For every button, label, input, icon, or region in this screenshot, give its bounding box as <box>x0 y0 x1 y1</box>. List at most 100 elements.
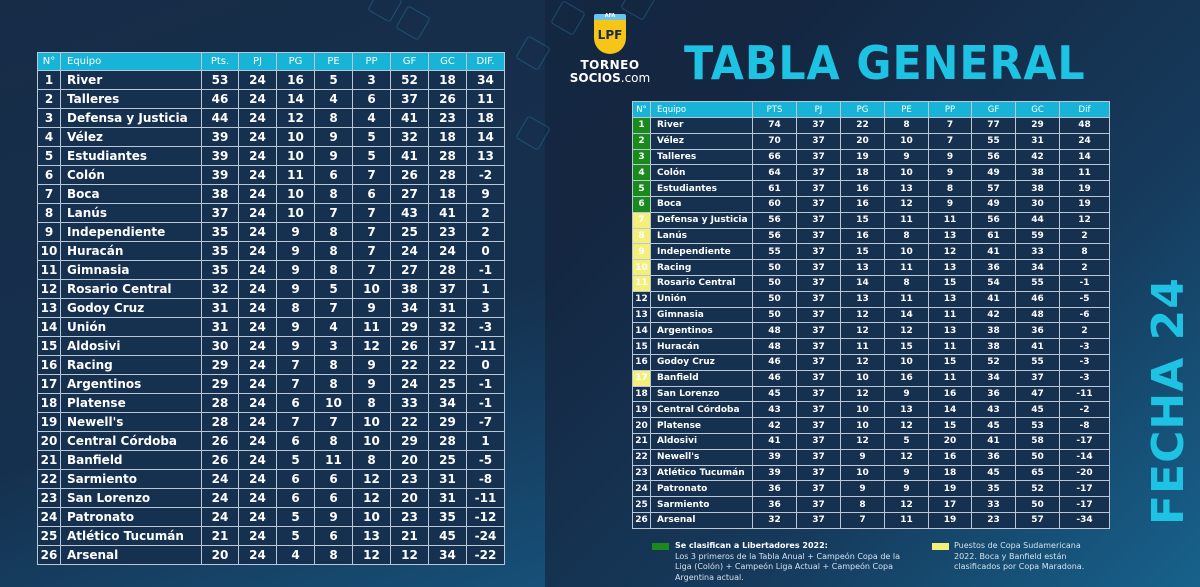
goals-for-cell: 54 <box>971 274 1016 292</box>
drawn-cell: 9 <box>884 385 929 403</box>
goals-against-cell: 41 <box>1015 338 1060 355</box>
table-row: 16 Racing 29 24 7 8 9 22 22 0 <box>37 355 505 375</box>
table-row: 22 Newell's 39 37 9 12 16 36 50 -14 <box>632 448 1110 466</box>
table-row: 16 Godoy Cruz 46 37 12 10 15 52 55 -3 <box>632 353 1110 371</box>
goal-difference-cell: -3 <box>1059 353 1110 371</box>
position-cell: 11 <box>632 274 651 292</box>
goals-for-cell: 35 <box>971 480 1016 498</box>
drawn-cell: 13 <box>884 401 929 419</box>
lost-cell: 15 <box>928 417 972 434</box>
team-cell: Colón <box>650 164 753 182</box>
drawn-cell: 11 <box>884 290 929 308</box>
points-cell: 39 <box>201 127 239 147</box>
won-cell: 9 <box>276 260 315 280</box>
sudamericana-legend: Puestos de Copa Sudamericana 2022. Boca … <box>954 541 1104 573</box>
won-cell: 19 <box>840 148 885 166</box>
drawn-cell: 6 <box>314 469 353 489</box>
table-row: 12 Unión 50 37 13 11 13 41 46 -5 <box>632 290 1110 308</box>
goals-for-cell: 27 <box>390 184 429 204</box>
position-cell: 7 <box>37 184 61 204</box>
won-cell: 6 <box>276 488 315 508</box>
table-row: 9 Independiente 55 37 15 10 12 41 33 8 <box>632 243 1110 261</box>
played-cell: 24 <box>238 450 277 470</box>
lost-cell: 3 <box>352 70 391 90</box>
lost-cell: 11 <box>928 369 972 387</box>
logo-socios: SOCIOS <box>569 71 621 85</box>
played-cell: 37 <box>796 180 841 197</box>
points-cell: 35 <box>201 241 239 261</box>
goals-for-cell: 77 <box>971 117 1016 134</box>
lost-cell: 13 <box>928 227 972 245</box>
lost-cell: 11 <box>352 317 391 337</box>
points-cell: 39 <box>201 146 239 166</box>
table-row: 18 San Lorenzo 45 37 12 9 16 36 47 -11 <box>632 385 1110 403</box>
goals-against-cell: 55 <box>1015 274 1060 292</box>
goals-against-cell: 53 <box>1015 417 1060 434</box>
drawn-cell: 5 <box>314 70 353 90</box>
goal-difference-cell: 2 <box>1059 322 1110 340</box>
goal-difference-cell: 2 <box>1059 259 1110 276</box>
drawn-cell: 12 <box>884 195 929 213</box>
table-row: 7 Defensa y Justicia 56 37 15 11 11 56 44 12 <box>632 211 1110 229</box>
table-row: 8 Lanús 37 24 10 7 7 43 41 2 <box>37 203 505 223</box>
goals-for-cell: 23 <box>971 511 1016 529</box>
lpf-mark: LPF <box>597 28 623 42</box>
played-cell: 24 <box>238 526 277 546</box>
logo-line2: SOCIOS.com <box>560 71 660 85</box>
lost-cell: 17 <box>928 496 972 513</box>
table-row: 3 Talleres 66 37 19 9 9 56 42 14 <box>632 148 1110 166</box>
goal-difference-cell: 9 <box>466 184 505 204</box>
position-cell: 3 <box>37 108 61 128</box>
position-cell: 23 <box>632 464 651 482</box>
lost-cell: 16 <box>928 385 972 403</box>
goal-difference-cell: -1 <box>466 393 505 413</box>
goals-for-cell: 24 <box>390 374 429 394</box>
drawn-cell: 12 <box>884 496 929 513</box>
team-cell: Argentinos <box>650 322 753 340</box>
drawn-cell: 8 <box>314 431 353 451</box>
points-cell: 42 <box>752 417 797 434</box>
header-position: N° <box>37 52 61 71</box>
table-row: 25 Sarmiento 36 37 8 12 17 33 50 -17 <box>632 496 1110 513</box>
position-cell: 17 <box>632 369 651 387</box>
played-cell: 37 <box>796 274 841 292</box>
position-cell: 8 <box>632 227 651 245</box>
lost-cell: 12 <box>928 243 972 261</box>
played-cell: 24 <box>238 184 277 204</box>
drawn-cell: 7 <box>314 203 353 223</box>
goals-against-cell: 50 <box>1015 448 1060 466</box>
drawn-cell: 10 <box>884 243 929 261</box>
goal-difference-cell: 34 <box>466 70 505 90</box>
sudamericana-legend-text: Puestos de Copa Sudamericana 2022. Boca … <box>954 541 1085 571</box>
goals-for-cell: 23 <box>390 469 429 489</box>
won-cell: 16 <box>840 227 885 245</box>
drawn-cell: 8 <box>884 274 929 292</box>
table-row: 11 Rosario Central 50 37 14 8 15 54 55 -1 <box>632 274 1110 292</box>
drawn-cell: 8 <box>884 117 929 134</box>
goals-for-cell: 29 <box>390 317 429 337</box>
goals-against-cell: 36 <box>1015 322 1060 340</box>
team-cell: Independiente <box>650 243 753 261</box>
points-cell: 43 <box>752 401 797 419</box>
goal-difference-cell: 3 <box>466 298 505 318</box>
points-cell: 36 <box>752 496 797 513</box>
points-cell: 46 <box>201 89 239 109</box>
drawn-cell: 12 <box>884 417 929 434</box>
goal-difference-cell: -1 <box>466 260 505 280</box>
team-cell: Arsenal <box>60 545 202 565</box>
goal-difference-cell: -11 <box>466 336 505 356</box>
drawn-cell: 13 <box>884 180 929 197</box>
header-played: PJ <box>796 101 841 118</box>
goal-difference-cell: -3 <box>1059 338 1110 355</box>
points-cell: 32 <box>752 511 797 529</box>
libertadores-legend-text: Los 3 primeros de la Tabla Anual + Campe… <box>675 551 900 582</box>
points-cell: 46 <box>752 369 797 387</box>
position-cell: 5 <box>37 146 61 166</box>
goals-against-cell: 34 <box>1015 259 1060 276</box>
header-goal-difference: DIF. <box>466 52 505 71</box>
won-cell: 9 <box>276 279 315 299</box>
won-cell: 14 <box>276 89 315 109</box>
team-cell: Talleres <box>60 89 202 109</box>
lost-cell: 9 <box>928 164 972 182</box>
goals-for-cell: 21 <box>390 526 429 546</box>
